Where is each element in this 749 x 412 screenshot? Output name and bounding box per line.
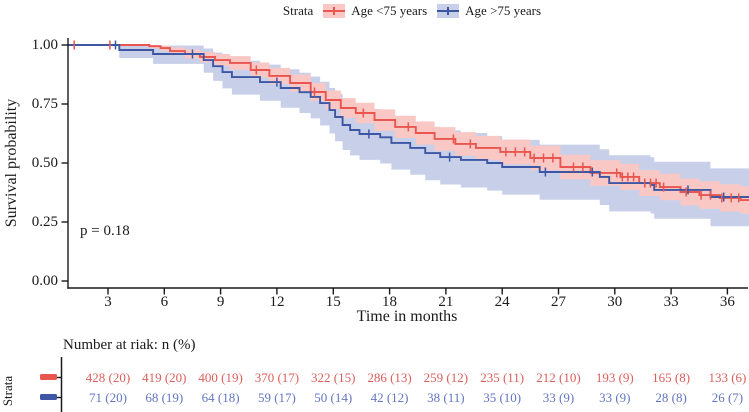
survival-curve-age-gt75 <box>68 44 749 198</box>
risk-count-age-lt75: 235 (11) <box>480 370 525 385</box>
x-tick-label: 15 <box>325 294 341 310</box>
risk-count-age-lt75: 400 (19) <box>198 370 243 385</box>
risk-count-age-lt75: 322 (15) <box>311 370 356 385</box>
legend-item-age-lt75: Age <75 years <box>323 3 427 19</box>
legend-item-label-age-lt75: Age <75 years <box>351 3 428 18</box>
x-tick-label: 12 <box>269 294 285 310</box>
p-value-annotation: p = 0.18 <box>80 223 130 239</box>
x-tick-label: 27 <box>550 294 566 310</box>
legend-item-label-age-gt75: Age >75 years <box>465 3 542 18</box>
y-tick-label: 0.00 <box>31 273 58 289</box>
risk-row-key-age-lt75 <box>40 374 57 380</box>
risk-count-age-gt75: 42 (12) <box>370 390 409 405</box>
risk-count-age-lt75: 212 (10) <box>536 370 581 385</box>
risk-count-age-lt75: 370 (17) <box>254 370 300 385</box>
x-tick-label: 18 <box>382 294 398 310</box>
y-tick-label: 0.75 <box>31 96 58 112</box>
risk-count-age-lt75: 193 (9) <box>595 370 634 385</box>
risk-count-age-gt75: 33 (9) <box>599 390 631 405</box>
risk-row-key-age-gt75 <box>40 394 57 400</box>
risk-count-age-lt75: 133 (6) <box>708 370 747 385</box>
risk-count-age-gt75: 59 (17) <box>257 390 296 405</box>
risk-count-age-lt75: 165 (8) <box>652 370 691 385</box>
legend-key-age-gt75-icon <box>437 4 460 18</box>
risk-count-age-lt75: 419 (20) <box>142 370 187 385</box>
legend-item-age-gt75: Age >75 years <box>437 3 541 19</box>
risk-count-age-gt75: 28 (8) <box>655 390 687 405</box>
legend-title: Strata <box>282 3 314 18</box>
risk-count-age-lt75: 428 (20) <box>85 370 131 385</box>
risk-count-age-gt75: 50 (14) <box>314 390 353 405</box>
y-tick-label: 1.00 <box>31 37 58 53</box>
x-tick-label: 36 <box>719 294 735 310</box>
x-tick-label: 24 <box>494 294 510 310</box>
risk-count-age-gt75: 33 (9) <box>542 390 575 405</box>
x-tick-label: 21 <box>438 294 454 310</box>
x-tick-label: 3 <box>104 294 112 310</box>
y-tick-label: 0.25 <box>31 214 58 230</box>
risk-count-age-lt75: 286 (13) <box>367 370 412 385</box>
x-tick-label: 6 <box>160 294 169 310</box>
risk-count-age-gt75: 64 (18) <box>201 390 240 405</box>
risk-count-age-gt75: 68 (19) <box>145 390 184 405</box>
x-tick-label: 30 <box>607 294 623 310</box>
risk-count-age-gt75: 26 (7) <box>711 390 744 405</box>
legend: Strata Age <75 years Age >75 years <box>75 0 749 22</box>
x-tick-label: 9 <box>216 294 225 310</box>
x-tick-label: 33 <box>663 294 679 310</box>
risk-count-age-gt75: 35 (10) <box>483 390 522 405</box>
risk-count-age-gt75: 38 (11) <box>427 390 465 405</box>
risk-table-axis-label: Strata <box>0 375 15 407</box>
x-axis-label: Time in months <box>356 308 458 325</box>
y-tick-label: 0.50 <box>31 155 58 171</box>
risk-count-age-lt75: 259 (12) <box>423 370 469 385</box>
risk-table-title: Number at riak: n (%) <box>63 337 196 353</box>
risk-count-age-gt75: 71 (20) <box>89 390 127 405</box>
legend-key-age-lt75-icon <box>323 4 346 18</box>
